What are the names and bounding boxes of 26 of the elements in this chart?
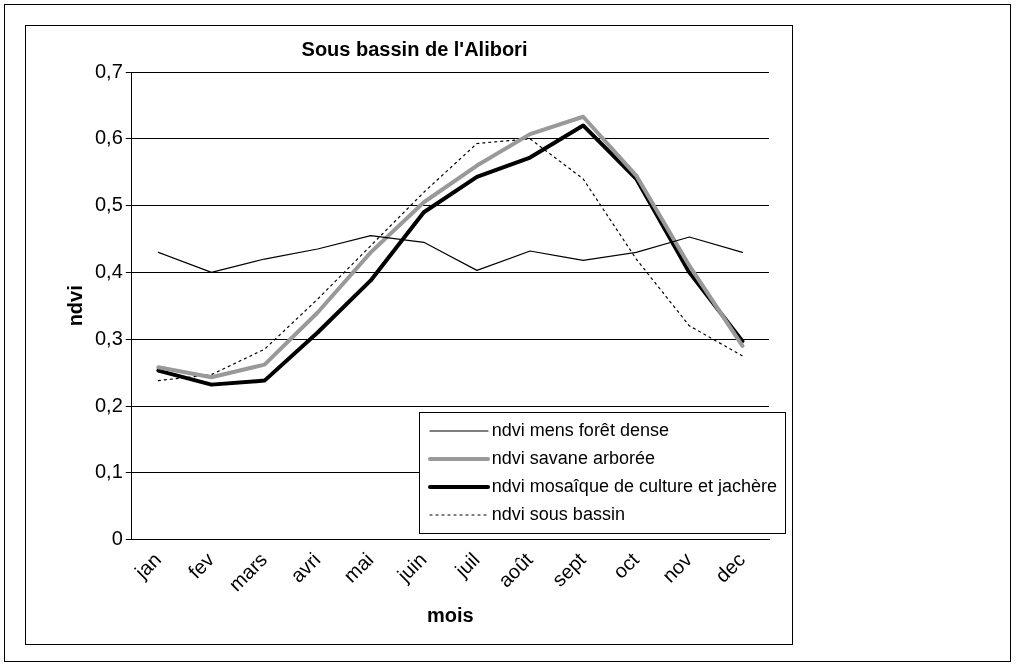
y-tick-label: 0 (111, 527, 123, 550)
x-tick-label: oct (608, 547, 644, 583)
chart-title: Sous bassin de l'Alibori (301, 37, 528, 60)
y-tick-label: 0,5 (94, 193, 123, 216)
x-tick-label: juil (450, 548, 484, 582)
legend-label: ndvi mens forêt dense (491, 420, 669, 442)
x-tick-label: avri (286, 548, 325, 587)
y-tick-label: 0,6 (94, 126, 123, 149)
legend-label: ndvi sous bassin (491, 504, 625, 526)
x-tick-label: sept (547, 547, 591, 591)
y-tick-label: 0,4 (94, 259, 123, 282)
x-tick-label: dec (710, 548, 750, 587)
x-tick-label: août (493, 547, 538, 592)
x-tick-label: nov (657, 548, 697, 587)
y-tick-label: 0,1 (94, 460, 123, 483)
legend-label: ndvi mosaîque de culture et jachère (491, 476, 777, 498)
legend-label: ndvi savane arborée (491, 448, 655, 470)
x-tick-label: fev (183, 548, 219, 583)
y-tick-label: 0,7 (94, 59, 123, 82)
x-tick-label: juin (392, 548, 431, 587)
y-axis-title: ndvi (63, 285, 86, 327)
x-tick-label: mai (339, 548, 378, 587)
y-tick-label: 0,2 (94, 393, 123, 416)
y-tick-label: 0,3 (94, 326, 123, 349)
x-tick-label: jan (129, 548, 166, 584)
x-axis-title: mois (427, 603, 474, 626)
